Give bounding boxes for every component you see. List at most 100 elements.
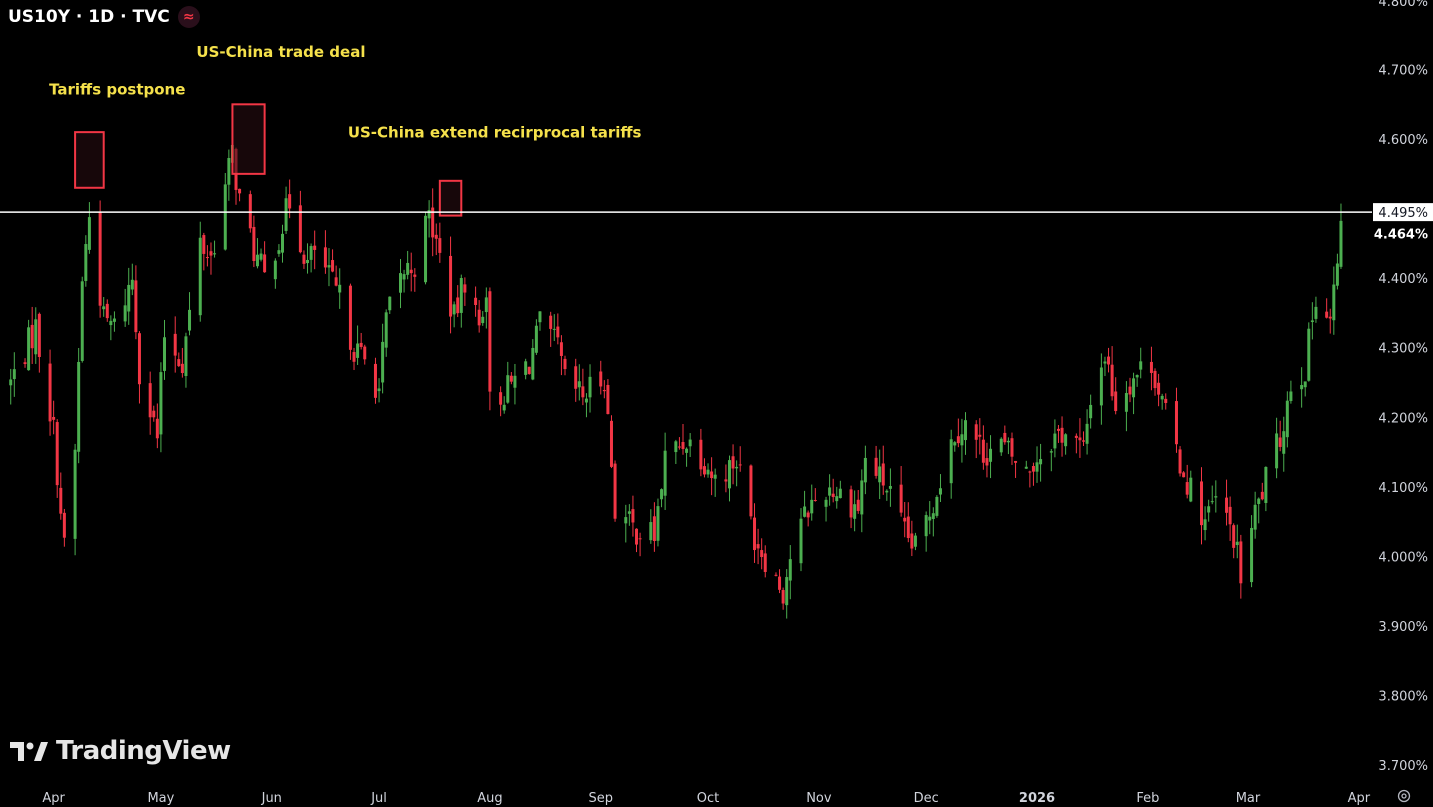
candle-body <box>989 448 993 462</box>
annotation-label[interactable]: US-China trade deal <box>196 43 365 61</box>
candle-body <box>756 544 760 549</box>
candle-body <box>1128 386 1132 395</box>
candle-body <box>1003 432 1007 443</box>
candle-body <box>1307 328 1311 381</box>
candle-body <box>1185 482 1189 495</box>
candle-body <box>738 464 742 466</box>
candle-body <box>1031 466 1035 472</box>
candle-body <box>549 315 553 329</box>
time-tick-label: Jul <box>370 791 387 806</box>
candle-body <box>538 311 542 323</box>
candle-body <box>688 439 692 447</box>
candle-body <box>431 207 435 238</box>
candle-body <box>856 499 860 511</box>
candle-body <box>1232 525 1236 548</box>
highlight-box[interactable] <box>438 179 463 217</box>
candle-body <box>413 274 417 277</box>
candle-body <box>735 466 739 469</box>
price-tick-label: 4.200% <box>1378 411 1428 426</box>
candle-body <box>1039 459 1043 465</box>
candle-body <box>109 320 113 326</box>
candle-body <box>359 342 363 347</box>
tradingview-wordmark: TradingView <box>56 736 231 766</box>
time-axis[interactable]: Apr May Jun Jul Aug Sep Oct Nov Dec 2026 Feb Mar Apr <box>42 791 1370 806</box>
candle-body <box>828 487 832 496</box>
price-tick-label: 3.800% <box>1378 689 1428 704</box>
candle-body <box>248 194 252 229</box>
candle-body <box>352 352 356 362</box>
candle-body <box>699 439 703 470</box>
tradingview-logo: TradingView <box>10 736 231 766</box>
symbol-title[interactable]: US10Y · 1D · TVC <box>8 7 170 27</box>
candle-body <box>806 512 810 518</box>
highlight-box[interactable] <box>231 103 266 175</box>
candle-body <box>173 333 177 356</box>
candle-body <box>459 278 463 313</box>
candle-body <box>1174 401 1178 445</box>
chart-settings-button[interactable] <box>1393 786 1415 806</box>
candle-body <box>813 499 817 501</box>
price-axis[interactable]: 3.700% 3.800% 3.900% 4.000% 4.100% 4.200% 4.30… <box>1373 0 1433 774</box>
candle-body <box>1310 320 1314 323</box>
candle-body <box>1160 395 1164 400</box>
candle-body <box>631 509 635 523</box>
candle-body <box>506 375 510 403</box>
candle-body <box>963 420 967 441</box>
candle-body <box>456 297 460 314</box>
candle-body <box>449 255 453 317</box>
candle-body <box>377 388 381 392</box>
candle-body <box>1335 263 1339 286</box>
candle-body <box>1035 462 1039 472</box>
candle-body <box>853 504 857 519</box>
annotation-label[interactable]: Tariffs postpone <box>49 81 185 99</box>
candle-body <box>384 312 388 348</box>
candle-body <box>953 442 957 446</box>
candle-body <box>162 337 166 371</box>
time-tick-label: Nov <box>806 791 832 806</box>
candle-body <box>481 316 485 324</box>
candle-body <box>878 466 882 483</box>
candle-body <box>874 457 878 476</box>
candle-body <box>778 576 782 590</box>
candle-body <box>1278 437 1282 447</box>
candle-body <box>1214 496 1218 498</box>
candle-body <box>34 319 38 355</box>
candle-body <box>502 404 506 411</box>
candle-body <box>1085 423 1089 444</box>
candle-body <box>803 506 807 517</box>
candle-body <box>148 383 152 418</box>
horizontal-line-price-tag <box>1373 203 1433 222</box>
candle-body <box>563 358 567 370</box>
candle-body <box>885 490 889 493</box>
candle-body <box>373 363 377 398</box>
symbol-header[interactable]: US10Y · 1D · TVC ≈ <box>8 6 200 28</box>
price-tick-label: 4.800% <box>1378 0 1428 10</box>
candle-body <box>402 274 406 280</box>
candle-body <box>924 515 928 537</box>
annotation-label[interactable]: US-China extend recirprocal tariffs <box>348 124 642 142</box>
candle-body <box>981 439 985 463</box>
time-tick-label: Apr <box>42 791 65 806</box>
candle-body <box>323 247 327 268</box>
candle-body <box>677 446 681 448</box>
candle-body <box>509 375 513 382</box>
highlight-box[interactable] <box>74 131 105 189</box>
candle-body <box>23 362 27 365</box>
time-tick-label: Jun <box>261 791 282 806</box>
candle-body <box>652 516 656 542</box>
candle-body <box>1139 361 1143 370</box>
candle-body <box>1275 433 1279 469</box>
candle-body <box>137 333 141 385</box>
candle-body <box>627 511 631 514</box>
candle-body <box>484 297 488 313</box>
candle-body <box>649 522 653 541</box>
time-tick-label: Mar <box>1236 791 1261 806</box>
candle-body <box>1225 497 1229 513</box>
candle-body <box>55 422 59 486</box>
candle-body <box>177 359 181 367</box>
candle-body <box>1157 382 1161 395</box>
candle-body <box>702 466 706 475</box>
candle-body <box>1182 472 1186 478</box>
candle-body <box>12 369 16 380</box>
